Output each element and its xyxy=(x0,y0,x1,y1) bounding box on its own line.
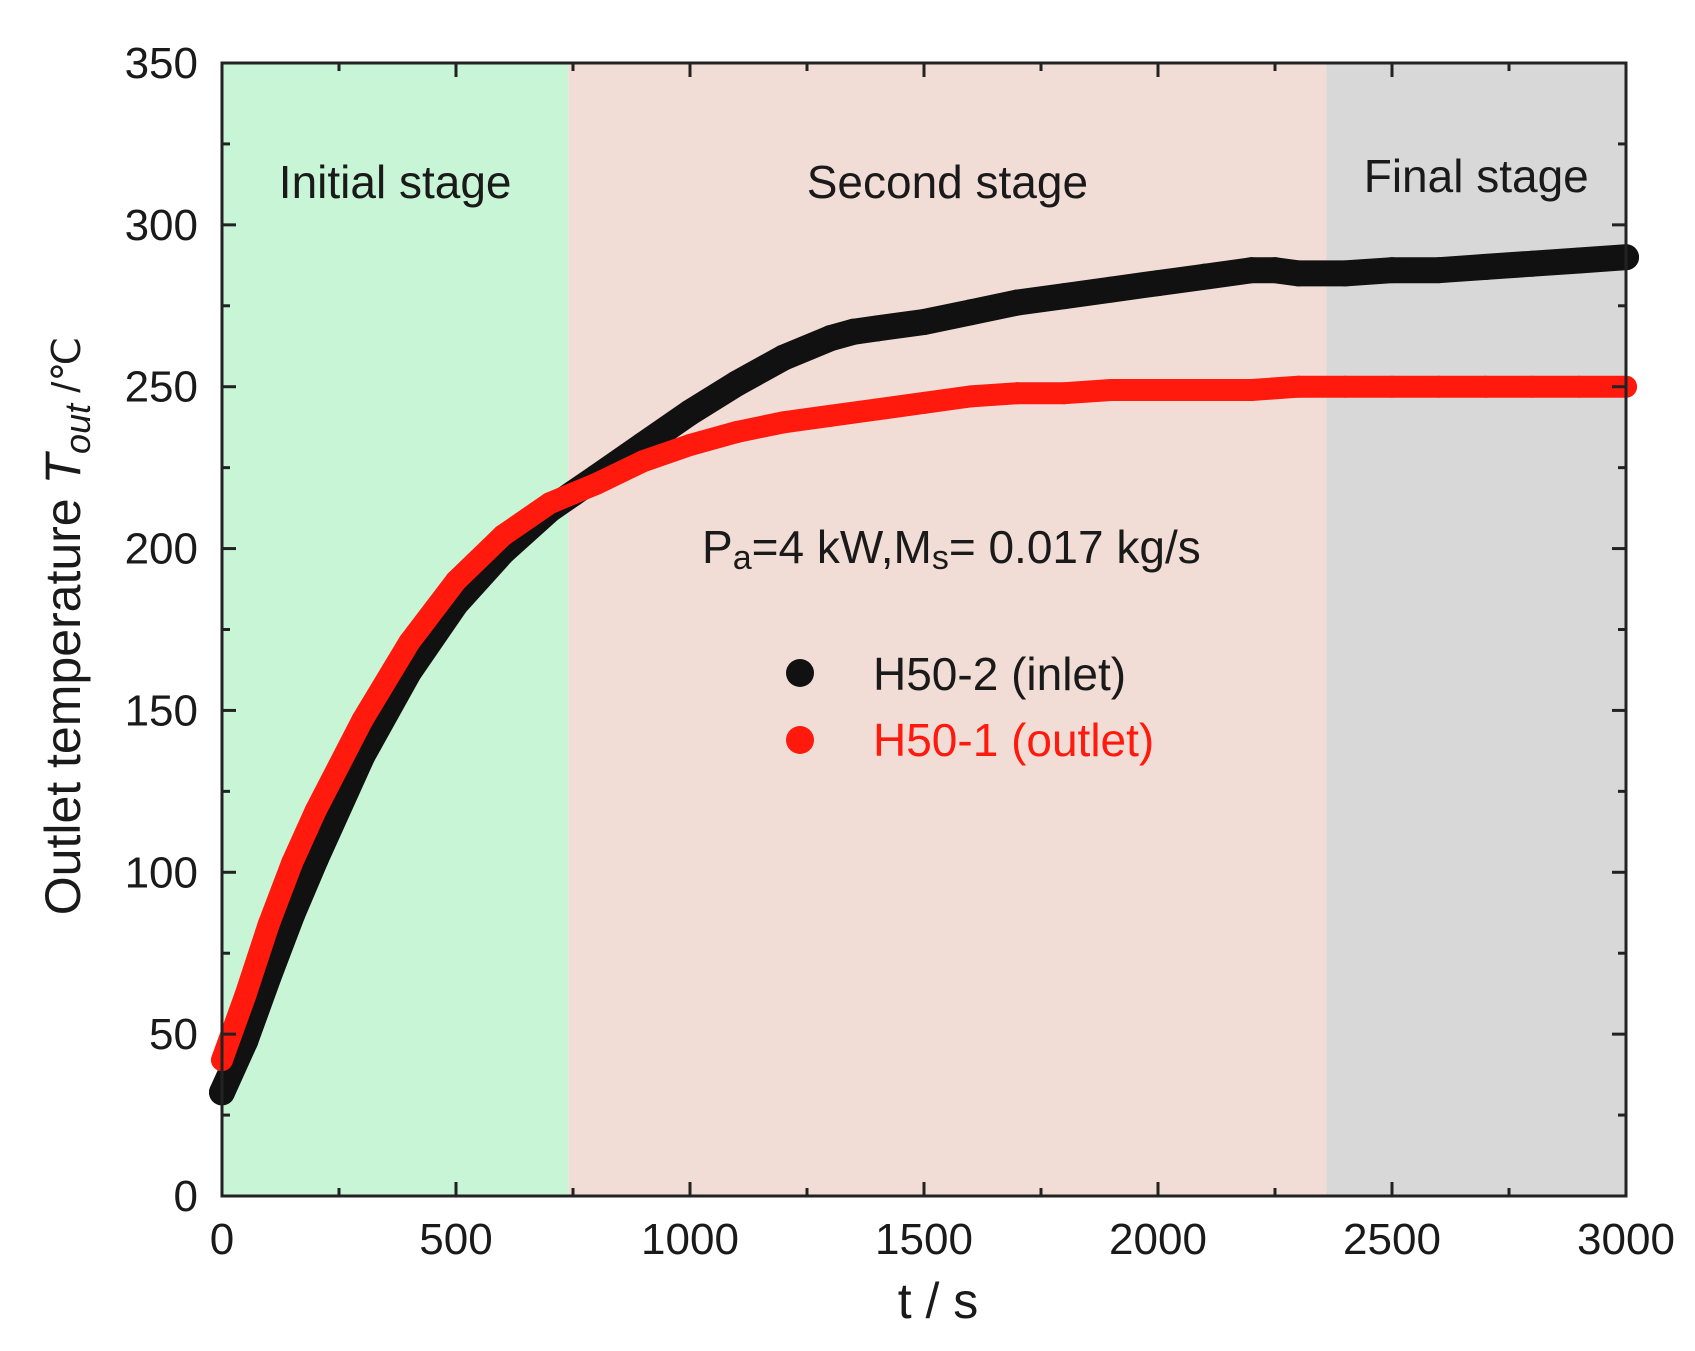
series-0-point xyxy=(302,846,329,873)
y-axis-title-subscript: out xyxy=(57,402,98,454)
series-1-point xyxy=(959,385,982,408)
series-1-point xyxy=(913,391,935,414)
series-0-point xyxy=(1285,260,1312,287)
series-1-point xyxy=(1427,375,1450,398)
series-0-point xyxy=(1262,257,1288,284)
series-0-point xyxy=(840,318,867,345)
stage-band-2 xyxy=(1326,63,1626,1196)
axis-ticks xyxy=(220,61,1628,1198)
series-1-point xyxy=(281,851,304,874)
series-1-point xyxy=(1334,375,1357,398)
series-1-point xyxy=(585,472,608,495)
series-1-point xyxy=(1568,375,1591,398)
series-0-point xyxy=(864,315,891,342)
series-1-point xyxy=(234,984,257,1007)
stage-band-1 xyxy=(568,63,1327,1196)
series-1-point xyxy=(351,709,374,732)
series-0-point xyxy=(1425,257,1452,284)
y-tick-label: 0 xyxy=(174,1172,198,1221)
series-line-1 xyxy=(211,375,1637,1071)
series-0-point xyxy=(1332,260,1359,287)
annotation-p: P xyxy=(702,521,733,573)
series-1-point xyxy=(562,482,584,505)
series-0-point xyxy=(723,370,750,397)
y-axis-title-prefix: Outlet temperature xyxy=(35,484,91,915)
tick-labels: 0 500 1000 1500 2000 2500 3000 0 50 100 150 200 250 3… xyxy=(125,39,1675,1264)
y-tick-label: 200 xyxy=(125,525,198,574)
series-0-point xyxy=(1472,253,1499,280)
series-1-point xyxy=(1521,375,1544,398)
y-tick-label: 300 xyxy=(125,201,198,250)
legend-marker-inlet xyxy=(786,659,814,687)
x-tick-label: 3000 xyxy=(1577,1215,1675,1264)
y-tick-label: 100 xyxy=(125,848,198,897)
series-1-point xyxy=(538,492,561,515)
series-0-point xyxy=(1519,250,1546,277)
series-1-point xyxy=(257,913,280,936)
y-tick-label: 50 xyxy=(149,1010,198,1059)
legend-marker-outlet xyxy=(786,726,814,754)
series-1-point xyxy=(1193,378,1216,401)
x-tick-label: 1000 xyxy=(641,1215,739,1264)
legend-label-inlet: H50-2 (inlet) xyxy=(873,648,1126,700)
x-tick-label: 2000 xyxy=(1109,1215,1207,1264)
series-1-point xyxy=(632,450,655,473)
series-1-point xyxy=(772,411,795,434)
series-0-point xyxy=(770,344,797,371)
series-1-point xyxy=(398,631,421,654)
series-0-point xyxy=(1004,289,1031,316)
series-0-point xyxy=(1051,283,1078,310)
series-0-point xyxy=(677,399,703,426)
y-tick-label: 350 xyxy=(125,39,198,88)
series-1-point xyxy=(1053,382,1076,405)
series-1-point xyxy=(1381,375,1403,398)
annotation-tail: = 0.017 kg/s xyxy=(949,521,1201,573)
series-1-point xyxy=(1006,382,1029,405)
series-1-point xyxy=(819,404,842,427)
series-0-point xyxy=(1566,247,1593,274)
series-1-point xyxy=(866,398,889,421)
x-tick-label: 500 xyxy=(419,1215,492,1264)
stage-band-0 xyxy=(222,63,569,1196)
stage-label-final: Final stage xyxy=(1364,150,1589,202)
series-layer xyxy=(209,244,1639,1106)
x-axis-title: t / s xyxy=(898,1273,979,1329)
annotation-m-sub: s xyxy=(932,539,949,577)
series-0-point xyxy=(1238,257,1265,284)
series-1-point xyxy=(679,433,701,456)
x-tick-label: 2500 xyxy=(1343,1215,1441,1264)
series-0-point xyxy=(1191,263,1218,290)
annotation-mid: =4 kW,M xyxy=(752,521,932,573)
series-1-point xyxy=(1474,375,1497,398)
series-0-point xyxy=(817,325,844,352)
series-0-point xyxy=(1145,270,1171,297)
series-0-point xyxy=(911,308,937,335)
y-tick-label: 150 xyxy=(125,686,198,735)
series-1-point xyxy=(491,524,514,547)
x-tick-label: 0 xyxy=(210,1215,234,1264)
series-1-point xyxy=(1147,378,1169,401)
y-axis-title-unit: /℃ xyxy=(45,337,89,404)
legend: H50-2 (inlet) H50-1 (outlet) xyxy=(786,648,1154,766)
series-1-point xyxy=(1287,375,1310,398)
operating-condition-annotation: Pa=4 kW,Ms= 0.017 kg/s xyxy=(702,521,1201,577)
x-tick-label: 1500 xyxy=(875,1215,973,1264)
series-1-point xyxy=(1100,378,1123,401)
y-tick-label: 250 xyxy=(125,363,198,412)
y-axis-title-symbol: T xyxy=(35,450,91,484)
stage-label-initial: Initial stage xyxy=(279,156,512,208)
stage-bands xyxy=(222,63,1626,1196)
series-1-point xyxy=(445,569,467,592)
series-0-point xyxy=(1379,257,1405,284)
y-axis-title: Outlet temperature Tout /℃ xyxy=(35,337,98,916)
stage-label-second: Second stage xyxy=(807,156,1088,208)
series-1-point xyxy=(725,421,748,444)
series-0-point xyxy=(1098,276,1125,303)
series-0-point xyxy=(957,299,984,326)
series-1-point xyxy=(304,799,327,822)
series-1-point xyxy=(1240,378,1263,401)
annotation-p-sub: a xyxy=(733,539,752,577)
legend-label-outlet: H50-1 (outlet) xyxy=(873,714,1154,766)
